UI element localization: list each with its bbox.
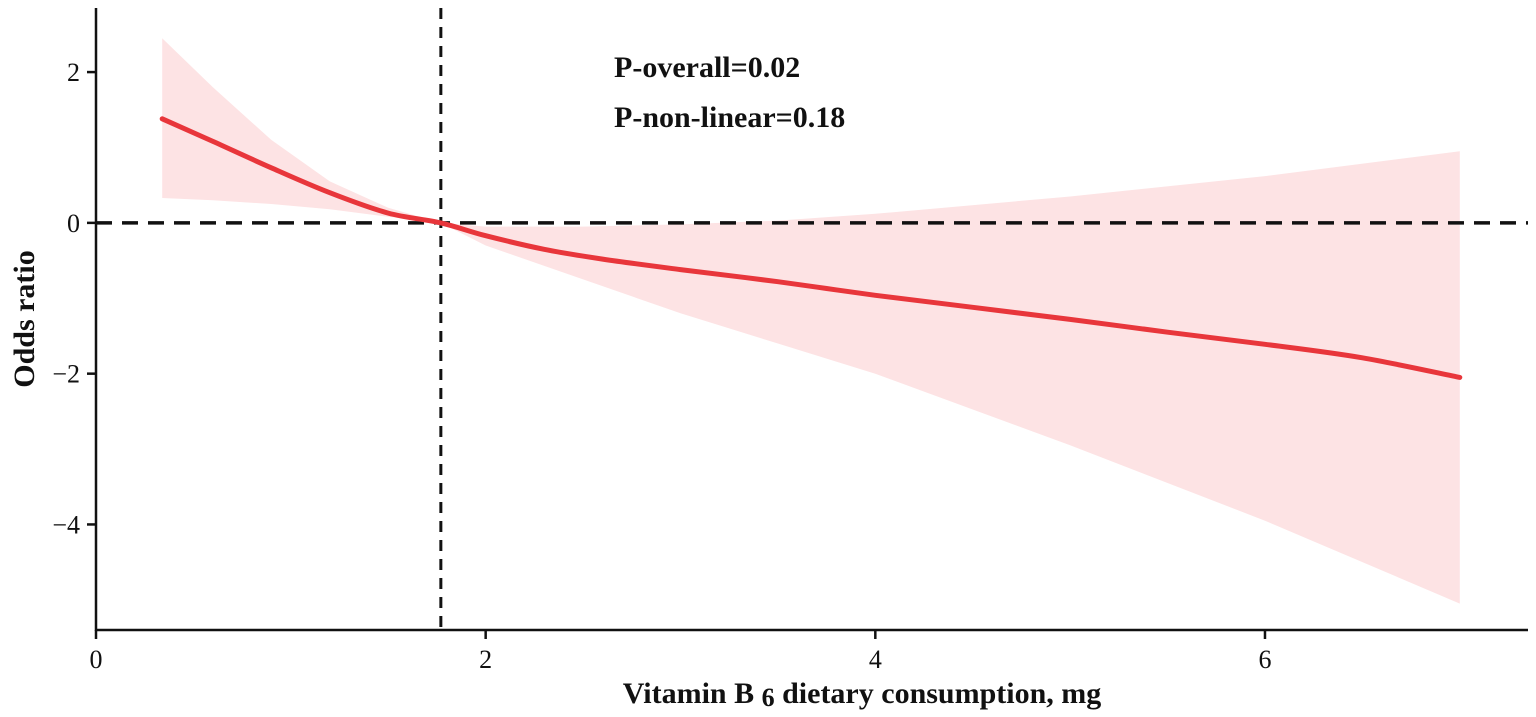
- x-tick-label: 2: [479, 645, 492, 674]
- confidence-band: [162, 38, 1460, 604]
- x-axis-title: Vitamin B 6 dietary consumption, mg: [623, 677, 1102, 712]
- x-axis-title-text: Vitamin B: [623, 677, 754, 710]
- p-overall-annotation: P-overall=0.02: [614, 51, 800, 84]
- x-tick-label: 4: [869, 645, 882, 674]
- x-axis-title-rest: dietary consumption, mg: [775, 677, 1102, 710]
- y-tick-label: 2: [67, 58, 80, 87]
- axes: 0 2 4 6 2 0 −2 −4: [52, 8, 1528, 674]
- y-axis-title: Odds ratio: [8, 250, 41, 388]
- p-non-linear-annotation: P-non-linear=0.18: [614, 101, 845, 134]
- x-axis-title-subscript: 6: [762, 683, 775, 712]
- odds-ratio-line: [159, 116, 1463, 380]
- x-ticks: 0 2 4 6: [90, 630, 1271, 674]
- x-tick-label: 0: [90, 645, 103, 674]
- y-tick-label: 0: [67, 209, 80, 238]
- y-ticks: 2 0 −2 −4: [52, 58, 96, 539]
- plot-area: [96, 8, 1528, 630]
- y-tick-label: −2: [52, 360, 80, 389]
- y-tick-label: −4: [52, 510, 80, 539]
- x-tick-label: 6: [1258, 645, 1271, 674]
